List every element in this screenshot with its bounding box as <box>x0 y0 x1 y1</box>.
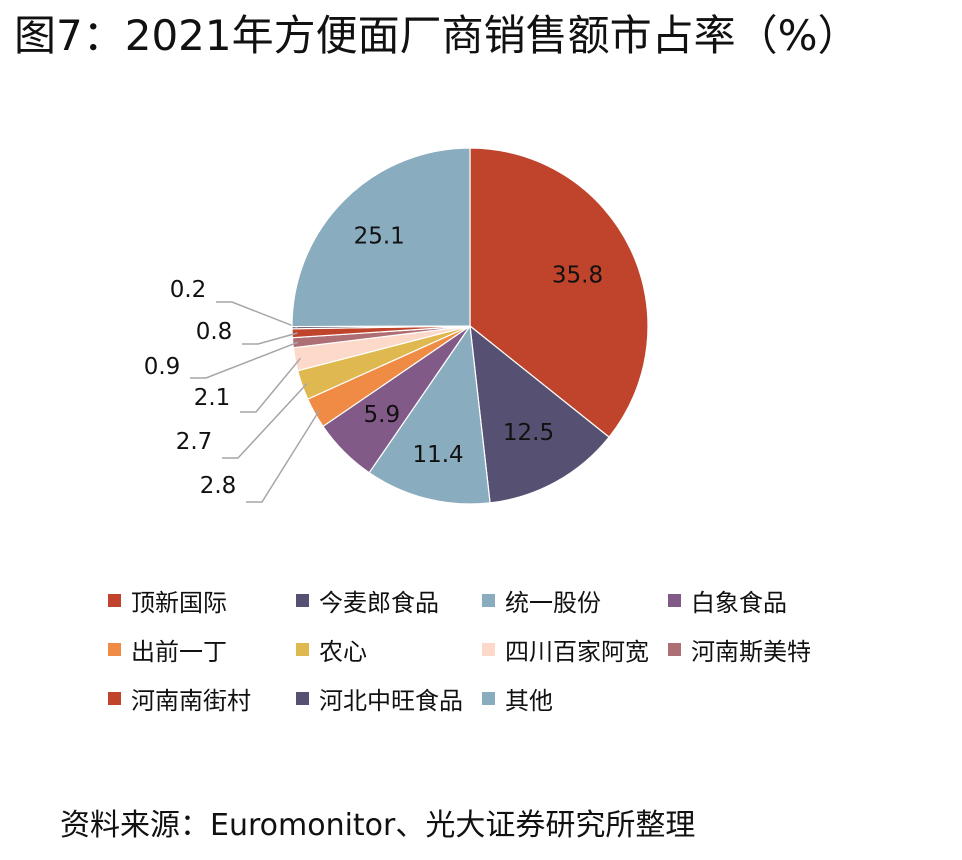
legend-item-10: 河北中旺食品 <box>296 682 482 715</box>
legend-item-9: 河南南街村 <box>108 682 296 715</box>
data-label-3: 11.4 <box>412 442 463 468</box>
legend-item-4: 白象食品 <box>668 584 868 617</box>
leader-line-10 <box>216 301 298 329</box>
leader-line-5 <box>246 410 321 503</box>
legend-swatch <box>108 691 121 705</box>
legend-label: 顶新国际 <box>131 588 227 617</box>
legend-item-8: 河南斯美特 <box>668 633 868 666</box>
leader-line-8 <box>190 341 299 379</box>
pie-slice-3 <box>368 324 491 505</box>
data-label-4: 5.9 <box>364 402 401 428</box>
data-label-7: 2.1 <box>194 385 231 411</box>
legend-swatch <box>482 642 495 656</box>
legend-swatch <box>296 593 309 607</box>
source-note: 资料来源：Euromonitor、光大证券研究所整理 <box>60 808 696 843</box>
data-label-9: 0.8 <box>196 319 233 345</box>
legend-label: 统一股份 <box>505 588 601 617</box>
legend-label: 今麦郎食品 <box>319 588 439 617</box>
chart-legend: 顶新国际 今麦郎食品 统一股份 白象食品出前一丁 农心 四川百家阿宽 河南斯美特河南南街村 河… <box>108 584 868 715</box>
legend-label: 河南南街村 <box>131 686 251 715</box>
data-label-8: 0.9 <box>144 354 181 380</box>
leader-line-6 <box>222 382 308 459</box>
legend-item-7: 四川百家阿宽 <box>482 633 668 666</box>
legend-label: 白象食品 <box>691 588 787 617</box>
legend-swatch <box>108 642 121 656</box>
data-label-11: 25.1 <box>354 224 405 250</box>
pie-slice-1 <box>469 147 649 438</box>
legend-item-1: 顶新国际 <box>108 584 296 617</box>
legend-label: 河南斯美特 <box>691 637 811 666</box>
legend-item-5: 出前一丁 <box>108 633 296 666</box>
leader-line-9 <box>242 332 298 345</box>
chart-title: 图7：2021年方便面厂商销售额市占率（%） <box>14 11 860 60</box>
legend-label: 其他 <box>505 686 553 715</box>
data-label-10: 0.2 <box>170 277 207 303</box>
legend-item-3: 统一股份 <box>482 584 668 617</box>
legend-label: 出前一丁 <box>131 637 227 666</box>
legend-swatch <box>108 593 121 607</box>
legend-item-11: 其他 <box>482 682 668 715</box>
pie-chart: 35.8 12.5 11.4 5.9 2.8 2.7 2.1 0.9 0.8 0.2 25.1 <box>144 147 649 505</box>
leader-line-7 <box>240 357 301 413</box>
pie-slice-11 <box>291 147 471 328</box>
data-label-1: 35.8 <box>552 262 603 288</box>
legend-label: 四川百家阿宽 <box>505 637 649 666</box>
pie-slice-2 <box>469 324 610 504</box>
data-label-5: 2.8 <box>200 473 237 499</box>
legend-swatch <box>296 691 309 705</box>
legend-swatch <box>482 593 495 607</box>
legend-label: 河北中旺食品 <box>319 686 463 715</box>
legend-item-6: 农心 <box>296 633 482 666</box>
legend-item-2: 今麦郎食品 <box>296 584 482 617</box>
data-label-6: 2.7 <box>176 429 213 455</box>
legend-swatch <box>668 593 681 607</box>
legend-swatch <box>296 642 309 656</box>
legend-swatch <box>668 642 681 656</box>
legend-label: 农心 <box>319 637 367 666</box>
data-label-2: 12.5 <box>503 420 554 446</box>
legend-swatch <box>482 691 495 705</box>
